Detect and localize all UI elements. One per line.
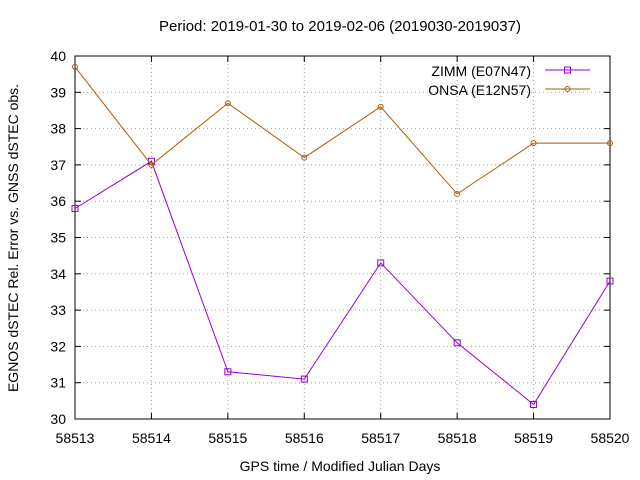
x-tick-label: 58518 (438, 430, 477, 446)
y-tick-label: 30 (50, 411, 66, 427)
data-point-zimm (530, 400, 538, 408)
data-point-onsa (377, 103, 384, 110)
series-line-onsa (74, 66, 610, 195)
data-point-onsa (301, 154, 308, 161)
x-tick-label: 58516 (285, 430, 324, 446)
series-line-zimm (74, 160, 611, 406)
grid (75, 56, 610, 419)
x-tick-label: 58519 (514, 430, 553, 446)
legend: ZIMM (E07N47) ONSA (E12N57) (428, 63, 590, 98)
legend-marker-onsa (564, 86, 571, 92)
y-tick-label: 40 (50, 48, 66, 64)
data-point-zimm (606, 277, 614, 285)
plot-frame (74, 55, 611, 420)
y-tick-label: 37 (50, 157, 66, 173)
axes: 30 31 32 33 34 35 36 37 38 39 40 58513 58514 58515 585… (50, 48, 629, 446)
y-tick-label: 33 (50, 302, 66, 318)
y-tick-label: 36 (50, 193, 66, 209)
data-point-onsa (454, 190, 461, 197)
legend-marker-zimm (564, 66, 571, 74)
data-point-zimm (300, 375, 308, 383)
y-tick-label: 34 (50, 266, 66, 282)
data-point-zimm (377, 259, 385, 267)
y-tick-label: 31 (50, 375, 66, 391)
x-tick-label: 58513 (56, 430, 95, 446)
data-point-onsa (607, 140, 613, 147)
x-tick-label: 58515 (208, 430, 247, 446)
x-axis-label: GPS time / Modified Julian Days (240, 458, 441, 474)
data-point-zimm (71, 204, 79, 212)
x-tick-label: 58517 (361, 430, 400, 446)
y-tick-label: 32 (50, 338, 66, 354)
x-tick-label: 58514 (132, 430, 171, 446)
data-point-zimm (224, 368, 232, 376)
x-tick-label: 58520 (591, 430, 630, 446)
series (71, 63, 614, 408)
data-point-onsa (224, 100, 231, 107)
y-tick-label: 38 (50, 121, 66, 137)
y-tick-label: 39 (50, 84, 66, 100)
data-point-onsa (148, 161, 155, 168)
legend-label-onsa: ONSA (E12N57) (428, 82, 531, 98)
y-axis-label: EGNOS dSTEC Rel. Error vs. GNSS dSTEC ob… (5, 84, 21, 392)
data-point-zimm (453, 339, 461, 347)
data-point-onsa (530, 140, 537, 147)
chart-title: Period: 2019-01-30 to 2019-02-06 (201903… (159, 18, 521, 35)
y-tick-label: 35 (50, 230, 66, 246)
legend-label-zimm: ZIMM (E07N47) (431, 63, 531, 79)
data-point-onsa (72, 63, 78, 70)
